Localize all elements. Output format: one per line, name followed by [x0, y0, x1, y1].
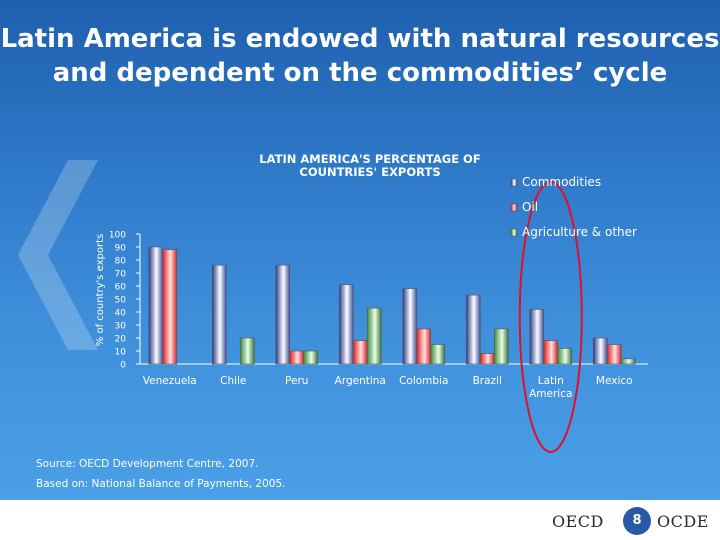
legend-swatch	[510, 203, 518, 212]
x-tick-label: Peru	[285, 375, 308, 387]
y-tick-label: 90	[115, 244, 127, 254]
y-tick-label: 80	[115, 257, 127, 267]
slide-title-line-2: and dependent on the commodities’ cycle	[52, 58, 668, 88]
slide-title: Latin America is endowed with natural re…	[0, 22, 720, 90]
highlight-ellipse	[518, 181, 583, 453]
bar-oil-venezuela	[162, 249, 178, 365]
y-tick-label: 10	[115, 348, 127, 358]
y-tick-label: 40	[115, 309, 127, 319]
x-tick-label: Colombia	[399, 375, 448, 387]
bar-commodities-venezuela	[148, 246, 164, 365]
x-tick-label: Latin	[538, 375, 564, 387]
oecd-logo-text: OECD	[552, 512, 604, 531]
page-number: 8	[623, 507, 651, 535]
bar-agriculture-other-chile	[239, 337, 255, 365]
bar-commodities-mexico	[592, 337, 608, 365]
y-tick-label: 50	[115, 296, 127, 306]
bar-commodities-peru	[275, 264, 291, 365]
y-axis-label: % of country's exports	[95, 234, 106, 346]
bar-oil-brazil	[479, 353, 495, 365]
bar-commodities-latin-america	[529, 309, 545, 365]
bar-oil-mexico	[606, 344, 622, 365]
x-tick-label: Mexico	[596, 375, 633, 387]
x-tick-label: Chile	[220, 375, 246, 387]
bar-agriculture-other-colombia	[430, 344, 446, 365]
y-tick-label: 20	[115, 335, 127, 345]
legend-label: Agriculture & other	[522, 225, 637, 239]
x-tick-label: Argentina	[335, 375, 386, 387]
bar-agriculture-other-mexico	[620, 358, 636, 365]
slide-background	[0, 0, 720, 500]
chart-title-line-2: COUNTRIES' EXPORTS	[299, 165, 440, 179]
bar-agriculture-other-brazil	[493, 328, 509, 365]
x-tick-label: America	[529, 388, 572, 400]
source-note: Source: OECD Development Centre, 2007.	[36, 458, 259, 470]
legend-swatch	[510, 178, 518, 187]
legend-label: Commodities	[522, 175, 601, 189]
chart-title-line-1: LATIN AMERICA'S PERCENTAGE OF	[259, 152, 480, 166]
legend-swatch	[510, 228, 518, 237]
bar-oil-latin-america	[543, 340, 559, 365]
bar-oil-colombia	[416, 328, 432, 365]
y-tick-label: 60	[115, 283, 127, 293]
bar-agriculture-other-latin-america	[557, 348, 573, 365]
y-tick-label: 30	[115, 322, 127, 332]
bar-oil-argentina	[352, 340, 368, 365]
y-tick-label: 0	[120, 361, 126, 371]
chevron-decoration-icon	[18, 160, 98, 350]
y-tick-label: 70	[115, 270, 127, 280]
ocde-logo-text: OCDE	[657, 512, 709, 531]
bar-commodities-argentina	[338, 284, 354, 365]
bar-commodities-colombia	[402, 288, 418, 365]
legend-label: Oil	[522, 200, 538, 214]
bar-oil-peru	[289, 350, 305, 365]
slide-title-line-1: Latin America is endowed with natural re…	[0, 24, 720, 54]
based-on-note: Based on: National Balance of Payments, …	[36, 478, 286, 490]
bar-commodities-chile	[211, 264, 227, 365]
bar-commodities-brazil	[465, 294, 481, 365]
x-tick-label: Venezuela	[143, 375, 197, 387]
bar-agriculture-other-peru	[303, 350, 319, 365]
y-tick-label: 100	[109, 231, 126, 241]
x-tick-label: Brazil	[473, 375, 502, 387]
bar-chart: LATIN AMERICA'S PERCENTAGE OFCOUNTRIES' …	[95, 152, 637, 453]
footer-bar	[0, 500, 720, 540]
bar-agriculture-other-argentina	[366, 307, 382, 365]
